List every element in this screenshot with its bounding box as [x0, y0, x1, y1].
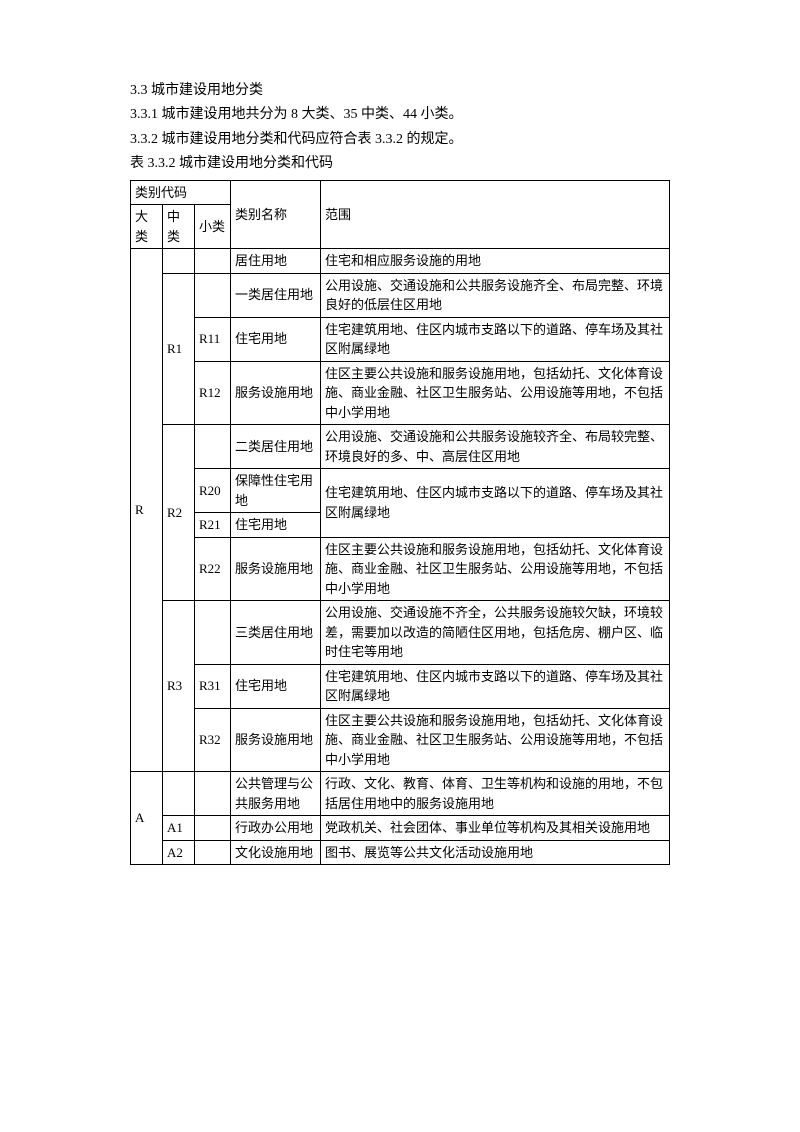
- cell-scope: 住宅建筑用地、住区内城市支路以下的道路、停车场及其社区附属绿地: [321, 664, 670, 708]
- cell-zhong: [163, 772, 195, 816]
- cell-scope: 住宅建筑用地、住区内城市支路以下的道路、停车场及其社区附属绿地: [321, 317, 670, 361]
- table-row: R22 服务设施用地 住区主要公共设施和服务设施用地，包括幼托、文化体育设施、商…: [131, 537, 670, 601]
- cell-zhong: R1: [163, 273, 195, 425]
- cell-scope: 住宅建筑用地、住区内城市支路以下的道路、停车场及其社区附属绿地: [321, 469, 670, 538]
- cell-xiao: R32: [195, 708, 231, 772]
- cell-scope: 住区主要公共设施和服务设施用地，包括幼托、文化体育设施、商业金融、社区卫生服务站…: [321, 537, 670, 601]
- cell-name: 三类居住用地: [231, 601, 321, 665]
- cell-xiao: [195, 273, 231, 317]
- header-xiao: 小类: [195, 205, 231, 249]
- table-row: R32 服务设施用地 住区主要公共设施和服务设施用地，包括幼托、文化体育设施、商…: [131, 708, 670, 772]
- header-zhong: 中类: [163, 205, 195, 249]
- cell-name: 一类居住用地: [231, 273, 321, 317]
- cell-name: 二类居住用地: [231, 425, 321, 469]
- table-row: R 居住用地 住宅和相应服务设施的用地: [131, 249, 670, 274]
- cell-name: 住宅用地: [231, 317, 321, 361]
- cell-xiao: R20: [195, 469, 231, 513]
- cell-name: 居住用地: [231, 249, 321, 274]
- header-name: 类别名称: [231, 180, 321, 249]
- intro-line-1: 3.3.1 城市建设用地共分为 8 大类、35 中类、44 小类。: [130, 104, 670, 126]
- cell-da: R: [131, 249, 163, 772]
- classification-table: 类别代码 类别名称 范围 大类 中类 小类 R 居住用地 住宅和相应服务设施的用…: [130, 180, 670, 866]
- cell-xiao: [195, 772, 231, 816]
- cell-zhong: R2: [163, 425, 195, 601]
- cell-zhong: R3: [163, 601, 195, 772]
- header-da: 大类: [131, 205, 163, 249]
- header-scope: 范围: [321, 180, 670, 249]
- table-row: A2 文化设施用地 图书、展览等公共文化活动设施用地: [131, 840, 670, 865]
- table-row: R12 服务设施用地 住区主要公共设施和服务设施用地，包括幼托、文化体育设施、商…: [131, 361, 670, 425]
- cell-name: 住宅用地: [231, 664, 321, 708]
- cell-xiao: R11: [195, 317, 231, 361]
- intro-line-2: 3.3.2 城市建设用地分类和代码应符合表 3.3.2 的规定。: [130, 129, 670, 151]
- cell-name: 保障性住宅用地: [231, 469, 321, 513]
- cell-xiao: [195, 816, 231, 841]
- table-row: R20 保障性住宅用地 住宅建筑用地、住区内城市支路以下的道路、停车场及其社区附…: [131, 469, 670, 513]
- cell-name: 行政办公用地: [231, 816, 321, 841]
- cell-xiao: [195, 601, 231, 665]
- cell-zhong: [163, 249, 195, 274]
- cell-xiao: [195, 249, 231, 274]
- table-row: A 公共管理与公共服务用地 行政、文化、教育、体育、卫生等机构和设施的用地，不包…: [131, 772, 670, 816]
- table-row: R11 住宅用地 住宅建筑用地、住区内城市支路以下的道路、停车场及其社区附属绿地: [131, 317, 670, 361]
- cell-scope: 住区主要公共设施和服务设施用地，包括幼托、文化体育设施、商业金融、社区卫生服务站…: [321, 708, 670, 772]
- cell-scope: 公用设施、交通设施和公共服务设施齐全、布局完整、环境良好的低层住区用地: [321, 273, 670, 317]
- table-header-row: 类别代码 类别名称 范围: [131, 180, 670, 205]
- cell-xiao: R12: [195, 361, 231, 425]
- cell-zhong: A2: [163, 840, 195, 865]
- table-caption: 表 3.3.2 城市建设用地分类和代码: [130, 153, 670, 175]
- cell-name: 服务设施用地: [231, 537, 321, 601]
- cell-scope: 党政机关、社会团体、事业单位等机构及其相关设施用地: [321, 816, 670, 841]
- cell-xiao: R21: [195, 513, 231, 538]
- cell-xiao: [195, 425, 231, 469]
- cell-xiao: R22: [195, 537, 231, 601]
- cell-scope: 住宅和相应服务设施的用地: [321, 249, 670, 274]
- cell-scope: 住区主要公共设施和服务设施用地，包括幼托、文化体育设施、商业金融、社区卫生服务站…: [321, 361, 670, 425]
- cell-scope: 公用设施、交通设施和公共服务设施较齐全、布局较完整、环境良好的多、中、高层住区用…: [321, 425, 670, 469]
- cell-scope: 行政、文化、教育、体育、卫生等机构和设施的用地，不包括居住用地中的服务设施用地: [321, 772, 670, 816]
- table-row: R3 三类居住用地 公用设施、交通设施不齐全，公共服务设施较欠缺，环境较差，需要…: [131, 601, 670, 665]
- table-row: R1 一类居住用地 公用设施、交通设施和公共服务设施齐全、布局完整、环境良好的低…: [131, 273, 670, 317]
- cell-xiao: R31: [195, 664, 231, 708]
- table-row: R31 住宅用地 住宅建筑用地、住区内城市支路以下的道路、停车场及其社区附属绿地: [131, 664, 670, 708]
- cell-name: 服务设施用地: [231, 708, 321, 772]
- table-row: R2 二类居住用地 公用设施、交通设施和公共服务设施较齐全、布局较完整、环境良好…: [131, 425, 670, 469]
- cell-name: 公共管理与公共服务用地: [231, 772, 321, 816]
- cell-name: 服务设施用地: [231, 361, 321, 425]
- cell-name: 住宅用地: [231, 513, 321, 538]
- cell-scope: 图书、展览等公共文化活动设施用地: [321, 840, 670, 865]
- cell-name: 文化设施用地: [231, 840, 321, 865]
- header-code-group: 类别代码: [131, 180, 231, 205]
- cell-xiao: [195, 840, 231, 865]
- heading-section: 3.3 城市建设用地分类: [130, 80, 670, 102]
- cell-zhong: A1: [163, 816, 195, 841]
- cell-da: A: [131, 772, 163, 865]
- table-row: A1 行政办公用地 党政机关、社会团体、事业单位等机构及其相关设施用地: [131, 816, 670, 841]
- cell-scope: 公用设施、交通设施不齐全，公共服务设施较欠缺，环境较差，需要加以改造的简陋住区用…: [321, 601, 670, 665]
